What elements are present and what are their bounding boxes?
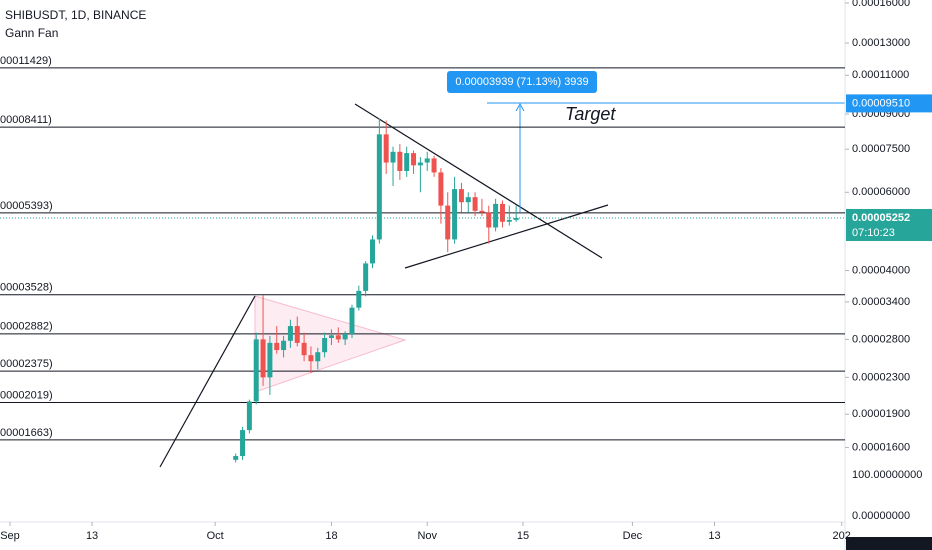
candle-body [294, 326, 300, 343]
level-label: 00011429) [0, 55, 52, 67]
candle-body [390, 151, 396, 163]
y-tick-label: 0.00006000 [852, 186, 910, 198]
candle-body [479, 210, 485, 213]
candle-body [438, 172, 444, 206]
y-tick-label: 0.00004000 [852, 264, 910, 276]
candle-body [260, 339, 266, 378]
candle-body [363, 263, 369, 291]
y-tick-label: 0.00007500 [852, 143, 910, 155]
target-label: Target [565, 104, 616, 124]
chart-title: SHIBUSDT, 1D, BINANCE [5, 8, 146, 22]
candle-body [246, 401, 252, 431]
level-label: 00002019) [0, 389, 53, 401]
candle-body [472, 197, 478, 211]
candle-body [281, 340, 287, 351]
candle-body [274, 342, 280, 351]
x-tick-label: 18 [325, 530, 337, 542]
candle-body [322, 338, 328, 353]
candle-body [397, 151, 403, 171]
candle-body [499, 203, 505, 222]
x-tick-label: Dec [623, 530, 643, 542]
candle-body [328, 335, 334, 339]
x-tick-label: 13 [86, 530, 98, 542]
level-label: 00008411) [0, 114, 52, 126]
level-label: 00002375) [0, 358, 53, 370]
candle-body [301, 342, 307, 356]
level-label: 00005393) [0, 200, 53, 212]
candle-body [404, 153, 410, 171]
x-tick-label: Sep [0, 530, 20, 542]
candle-body [431, 158, 437, 173]
candle-body [349, 307, 355, 334]
candle-body [370, 239, 376, 264]
y-tick-label: 0.00016000 [852, 0, 910, 9]
level-label: 00002882) [0, 321, 53, 333]
target-price-box [846, 94, 932, 113]
candle-body [267, 342, 273, 378]
candle-body [458, 189, 464, 203]
y-tick-label: 0.00011000 [852, 69, 909, 81]
level-label: 00003528) [0, 282, 53, 294]
candle-body [465, 197, 471, 203]
x-tick-label: Oct [207, 530, 224, 542]
candle-body [376, 134, 382, 240]
candle-body [452, 189, 458, 240]
candle-body [233, 456, 239, 460]
candle-body [513, 217, 519, 220]
trend-line [354, 103, 603, 259]
y-tick-label: 0.00002300 [852, 371, 910, 383]
measure-box [447, 71, 597, 93]
candle-body [253, 339, 259, 402]
y-tick-label: 0.00003400 [852, 296, 910, 308]
candle-body [315, 352, 321, 362]
x-tick-label: Nov [417, 530, 437, 542]
last-price-label: 0.00005252 [852, 212, 910, 224]
candle-body [486, 212, 492, 228]
candle-body [356, 290, 362, 308]
y-tick-label: 0.00013000 [852, 37, 910, 49]
candle-body [240, 430, 246, 457]
candle-body [506, 219, 512, 222]
measure-label: 0.00003939 (71.13%) 3939 [455, 76, 588, 88]
level-label: 00001663) [0, 427, 53, 439]
trend-line [404, 204, 609, 269]
target-price-label: 0.00009510 [852, 97, 910, 109]
candle-body [383, 134, 389, 163]
countdown-label: 07:10:23 [852, 227, 895, 239]
candle-body [308, 355, 314, 362]
indicator-name: Gann Fan [5, 26, 58, 40]
candle-body [287, 326, 293, 341]
arrow-head [515, 102, 525, 112]
y-axis-extra-label: 0.00000000 [852, 510, 910, 522]
candle-body [445, 205, 451, 240]
candle-body [493, 203, 499, 228]
candle-body [342, 333, 348, 340]
candle-body [411, 153, 417, 166]
trend-line [159, 295, 256, 468]
x-tick-label: 13 [708, 530, 720, 542]
candle-body [335, 335, 341, 340]
y-tick-label: 0.00001600 [852, 441, 910, 453]
x-tick-label: 15 [517, 530, 529, 542]
x-tick-label: 202 [833, 530, 851, 542]
corner-button[interactable] [846, 537, 932, 550]
candle-body [424, 158, 430, 163]
y-axis-extra-label: 100.00000000 [852, 469, 922, 481]
last-price-box [846, 208, 932, 241]
candle-body [417, 162, 423, 166]
y-tick-label: 0.00001900 [852, 408, 910, 420]
y-tick-label: 0.00002800 [852, 333, 910, 345]
